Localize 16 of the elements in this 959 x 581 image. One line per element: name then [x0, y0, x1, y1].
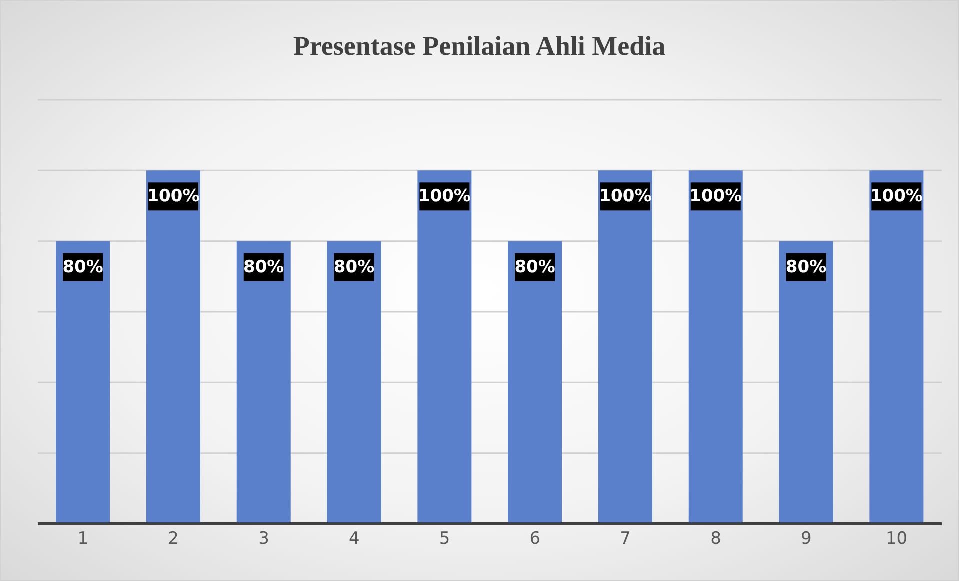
chart-title: Presentase Penilaian Ahli Media — [292, 31, 667, 62]
data-label: 80% — [514, 257, 556, 278]
data-label: 80% — [334, 257, 375, 278]
data-label: 80% — [786, 257, 827, 278]
x-tick-label: 10 — [886, 529, 908, 550]
x-tick-label: 1 — [78, 529, 89, 550]
x-tick-label: 3 — [258, 529, 270, 550]
data-label: 80% — [244, 257, 284, 278]
x-tick-label: 8 — [710, 529, 722, 550]
x-tick-label: 2 — [168, 529, 180, 550]
x-tick-label: 6 — [530, 529, 541, 550]
x-tick-label: 9 — [800, 529, 812, 550]
x-tick-label: 4 — [348, 529, 360, 550]
data-label: 80% — [62, 257, 104, 278]
x-tick-label: 7 — [620, 529, 632, 550]
x-tick-label: 5 — [439, 529, 450, 550]
